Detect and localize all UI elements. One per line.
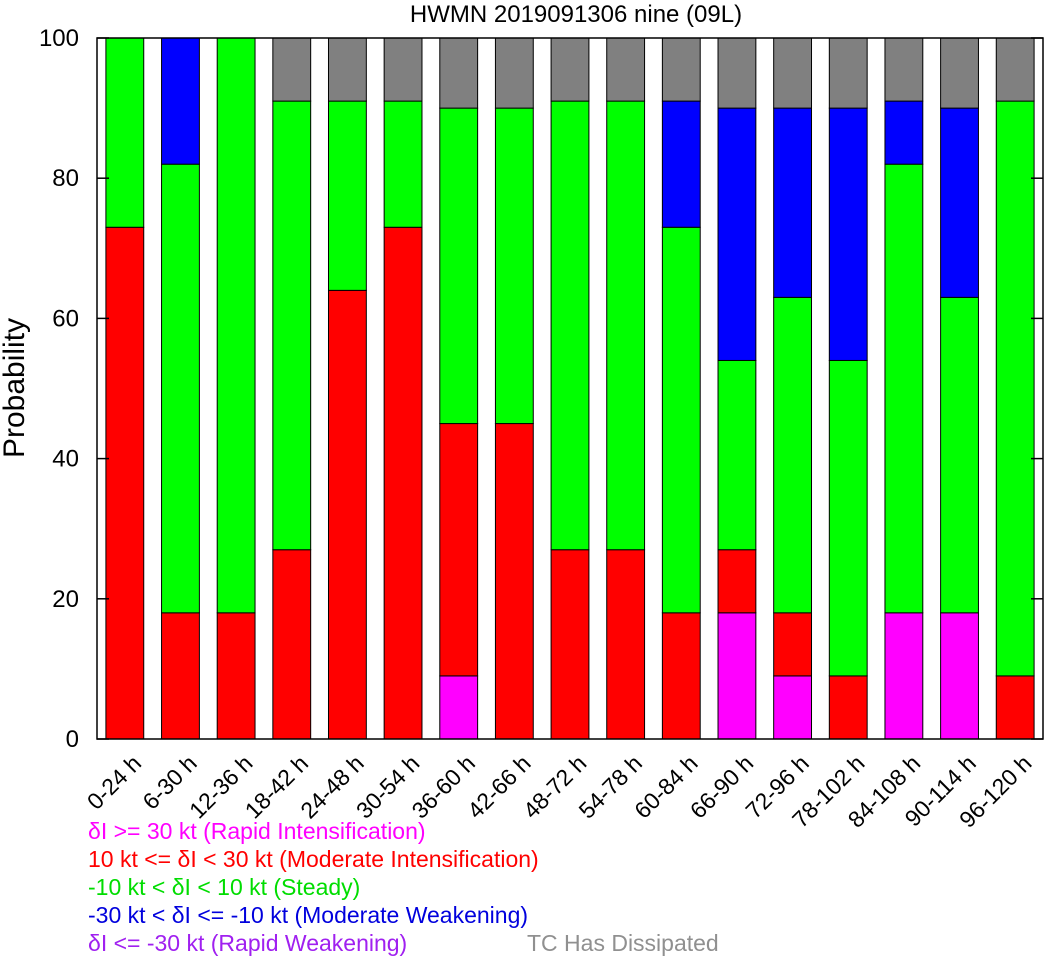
legend-text: -30 kt < [88, 902, 172, 928]
bar-segment-mi [216, 612, 256, 740]
bar-segment-dissipated [606, 37, 646, 102]
bar-segment-steady [661, 226, 701, 614]
legend-text: I < 30 kt (Moderate Intensification) [190, 846, 539, 872]
bar-segment-mi [105, 226, 145, 740]
y-tick-label: 40 [52, 446, 79, 473]
bar-segment-dissipated [439, 37, 479, 109]
bar-segment-mi [606, 549, 646, 740]
y-tick-label: 60 [52, 305, 79, 332]
legend-tc-dissipated: TC Has Dissipated [527, 930, 719, 957]
bar-segment-dissipated [661, 37, 701, 102]
bar-segment-steady [439, 107, 479, 425]
bar-segment-steady [828, 359, 868, 677]
bar-segment-ri [717, 612, 757, 740]
bar-segment-mi [272, 549, 312, 740]
legend-moderate-intensification: 10 kt <= δI < 30 kt (Moderate Intensific… [88, 846, 539, 873]
plot-frame [96, 37, 1044, 740]
y-tick-label: 80 [52, 165, 79, 192]
bar-segment-steady [161, 163, 200, 614]
bar-segment-ri [439, 675, 479, 740]
legend-rapid-intensification: δI >= 30 kt (Rapid Intensification) [88, 818, 426, 845]
stacked-probability-chart: HWMN 2019091306 nine (09L) Probability 0… [0, 1, 1044, 830]
bar-segment-steady [717, 359, 757, 551]
bar-segment-dissipated [884, 37, 924, 102]
bar-segment-mw [717, 107, 757, 361]
bar-segment-mi [828, 675, 868, 740]
y-axis: 0 20 40 60 80 100 [39, 25, 1043, 753]
bar-segment-mw [828, 107, 868, 361]
legend-delta-symbol: δ [171, 874, 185, 900]
chart-title: HWMN 2019091306 nine (09L) [410, 1, 742, 28]
bars-group [105, 37, 1035, 740]
bar-segment-dissipated [494, 37, 534, 109]
bar-segment-mi [661, 612, 701, 740]
legend-text: I <= -30 kt (Rapid Weakening) [100, 930, 408, 956]
legend-delta-symbol: δ [88, 818, 101, 844]
bar-segment-ri [940, 612, 979, 740]
legend-text: I < 10 kt (Steady) [184, 874, 361, 900]
bar-segment-dissipated [995, 37, 1035, 102]
bar-segment-mi [773, 612, 813, 677]
bar-segment-dissipated [828, 37, 868, 109]
bar-segment-dissipated [383, 37, 423, 102]
x-tick-label: 0-24 h [82, 750, 147, 815]
legend-text: -10 kt < [88, 874, 172, 900]
bar-segment-steady [773, 296, 813, 614]
bar-segment-mi [327, 289, 367, 740]
y-tick-label: 20 [52, 586, 79, 613]
bar-segment-steady [884, 163, 924, 614]
bar-segment-mw [661, 100, 701, 228]
bar-segment-steady [550, 100, 590, 551]
bar-segment-dissipated [773, 37, 813, 109]
bar-segment-steady [494, 107, 534, 425]
bar-segment-steady [606, 100, 646, 551]
bar-segment-mi [995, 675, 1035, 740]
legend-rapid-weakening: δI <= -30 kt (Rapid Weakening) [88, 930, 407, 957]
bar-segment-mw [773, 107, 813, 298]
bar-segment-steady [940, 296, 979, 614]
legend-delta-symbol: δ [171, 902, 185, 928]
legend-text: I >= 30 kt (Rapid Intensification) [100, 818, 426, 844]
legend-text: 10 kt <= [88, 846, 178, 872]
bar-segment-mw [940, 107, 979, 298]
legend-delta-symbol: δ [88, 930, 101, 956]
legend-delta-symbol: δ [177, 846, 191, 872]
bar-segment-steady [105, 37, 145, 228]
bar-segment-ri [773, 675, 813, 740]
y-tick-label: 0 [66, 726, 79, 753]
y-axis-label: Probability [0, 318, 31, 458]
bar-segment-steady [272, 100, 312, 551]
bar-segment-dissipated [717, 37, 757, 109]
bar-segment-dissipated [550, 37, 590, 102]
legend-steady: -10 kt < δI < 10 kt (Steady) [88, 874, 360, 901]
bar-segment-mi [383, 226, 423, 740]
bar-segment-ri [884, 612, 924, 740]
legend-text: I <= -10 kt (Moderate Weakening) [184, 902, 529, 928]
bar-segment-dissipated [272, 37, 312, 102]
y-tick-label: 100 [39, 25, 79, 52]
bar-segment-dissipated [327, 37, 367, 102]
bar-segment-mi [494, 423, 534, 740]
bar-segment-mi [717, 549, 757, 614]
bar-segment-mi [161, 612, 200, 740]
bar-segment-mi [439, 423, 479, 677]
bar-segment-steady [995, 100, 1035, 677]
bar-segment-steady [216, 37, 256, 614]
legend-moderate-weakening: -30 kt < δI <= -10 kt (Moderate Weakenin… [88, 902, 528, 929]
bar-segment-steady [383, 100, 423, 228]
bar-segment-dissipated [940, 37, 979, 109]
bar-segment-steady [327, 100, 367, 291]
legend-text: TC Has Dissipated [527, 930, 719, 956]
bar-segment-mi [550, 549, 590, 740]
bar-segment-mw [161, 37, 200, 165]
bar-segment-mw [884, 100, 924, 165]
